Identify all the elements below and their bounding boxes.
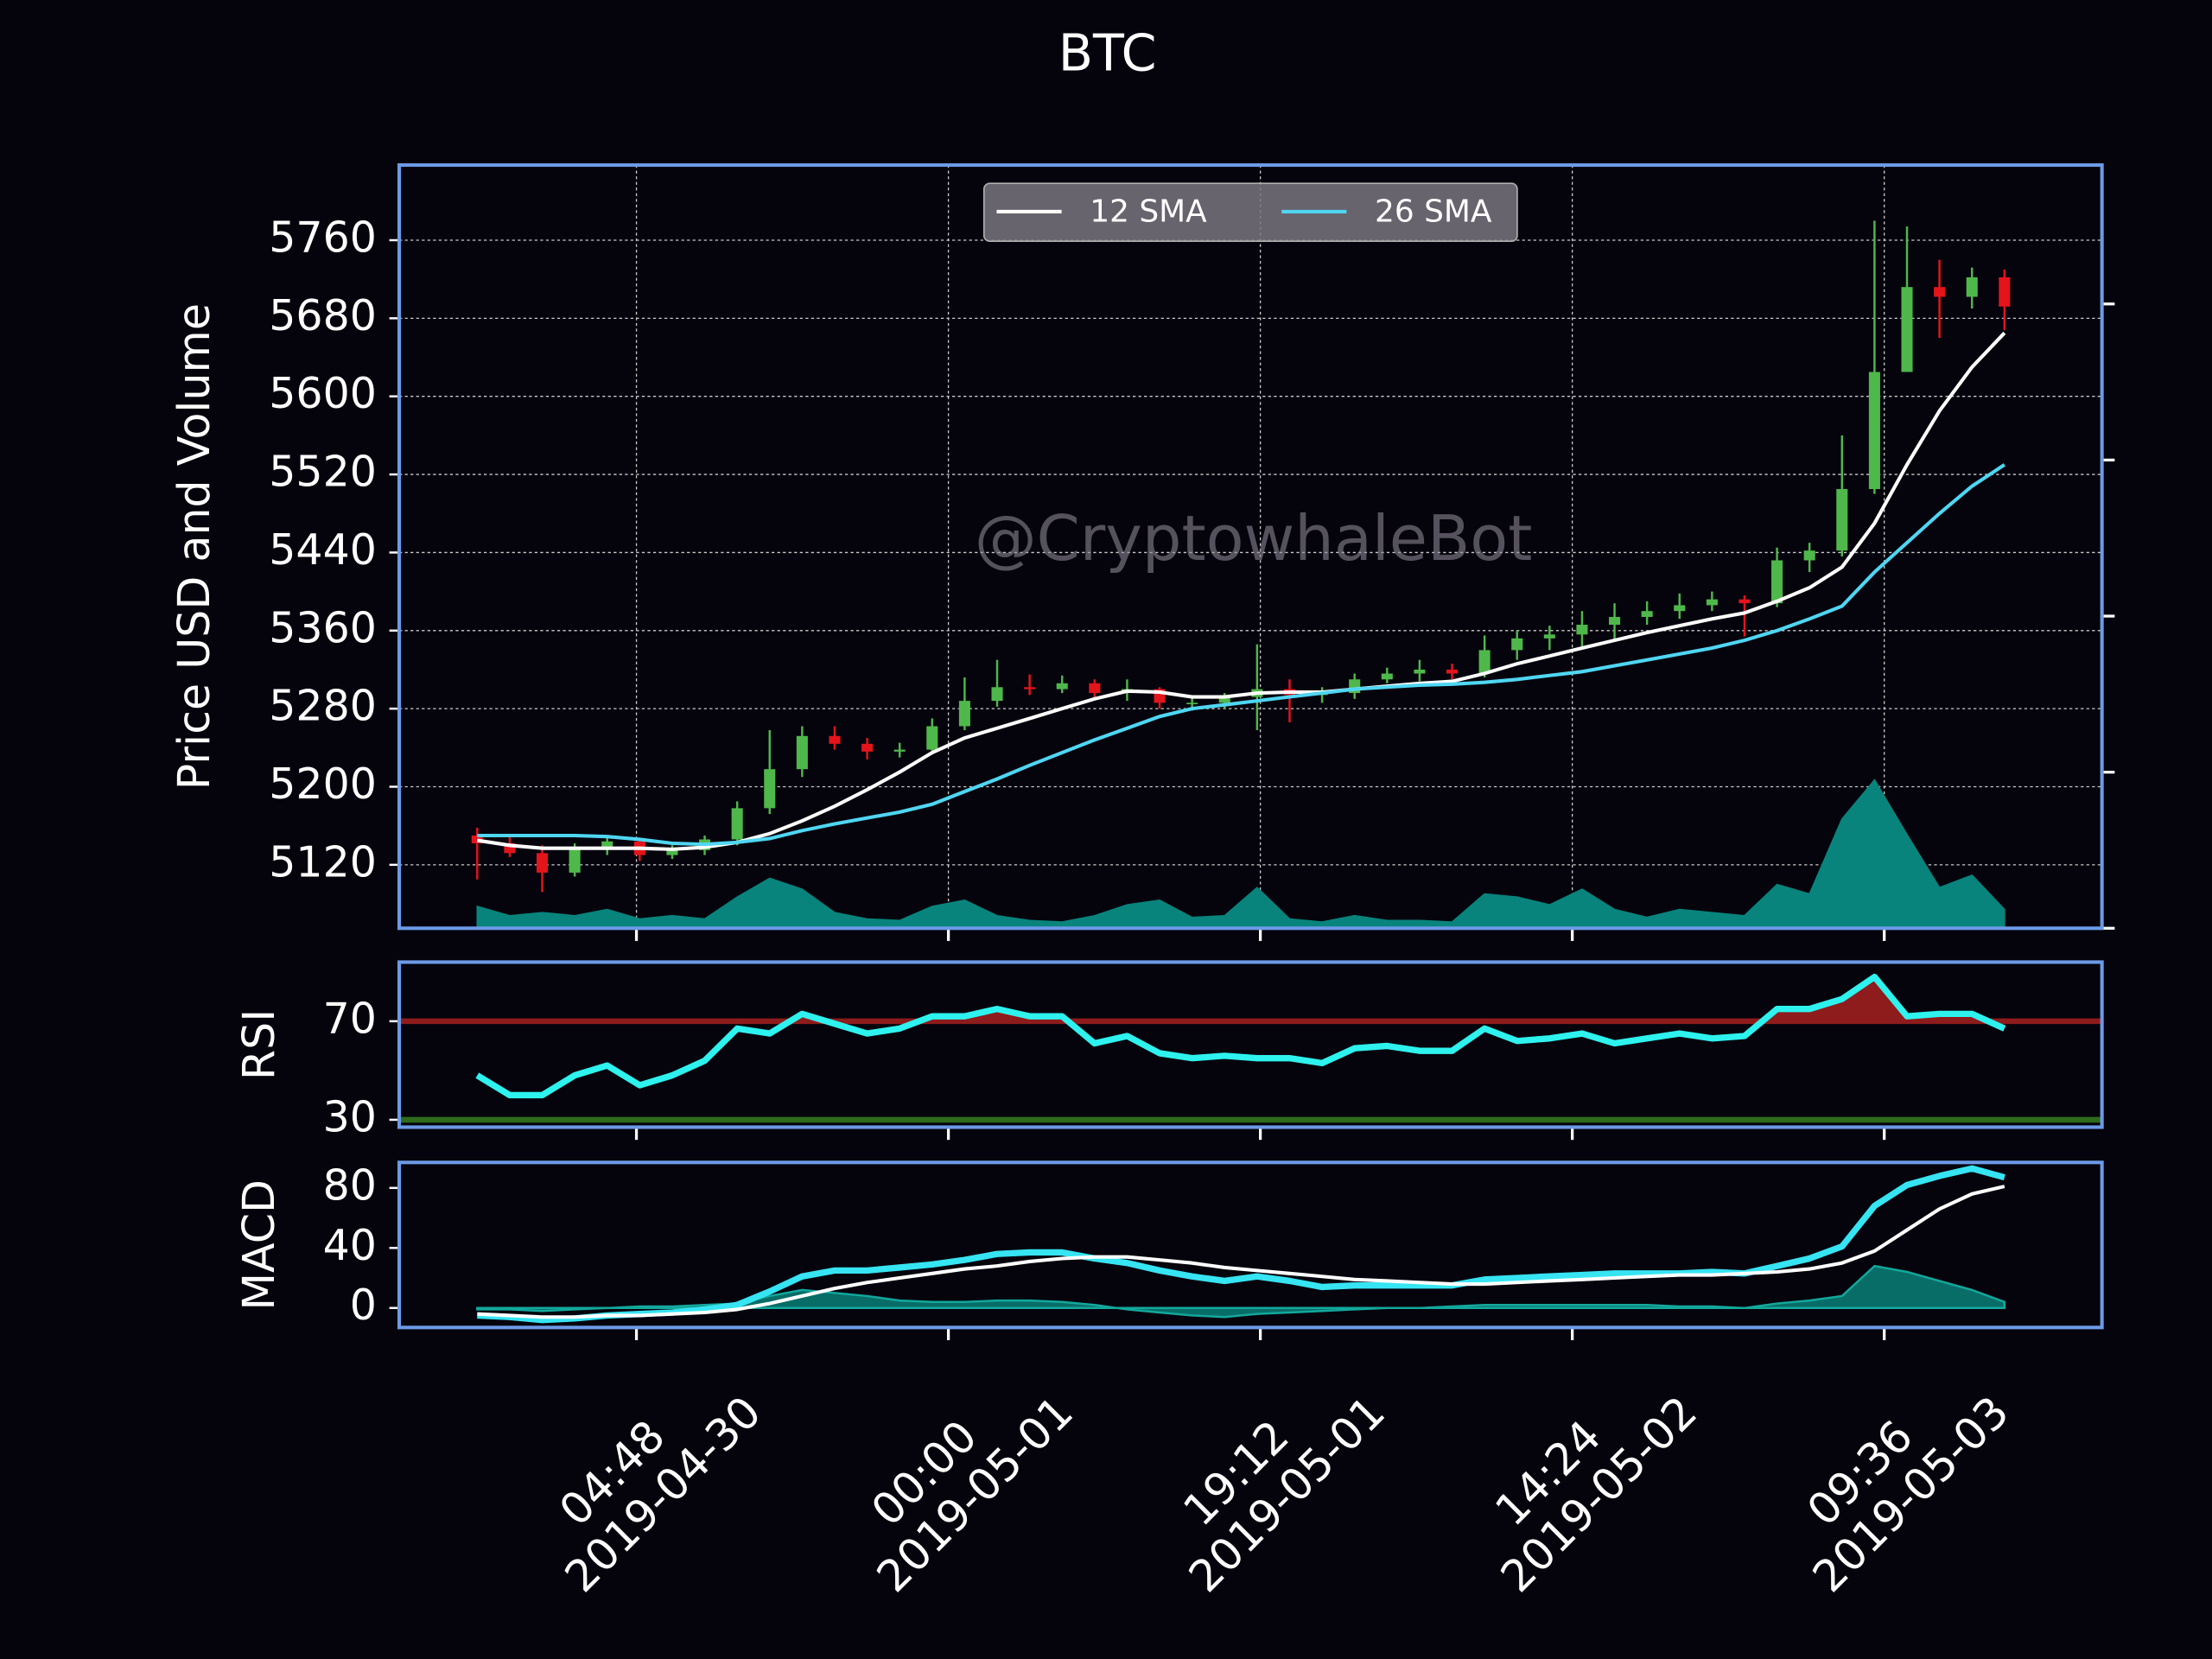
- y-axis-label: RSI: [233, 1009, 284, 1080]
- candle-body: [601, 841, 613, 849]
- legend-label: 12 SMA: [1090, 194, 1207, 230]
- candle-body: [1218, 696, 1230, 703]
- y-tick-label: 5120: [269, 837, 377, 887]
- legend-label: 26 SMA: [1375, 194, 1492, 230]
- volume-area: [476, 779, 2005, 930]
- candle-body: [1446, 669, 1459, 674]
- candle-body: [569, 849, 581, 873]
- axes-frame: [397, 162, 2104, 931]
- candle-body: [1089, 683, 1101, 694]
- candle-body: [1738, 599, 1751, 604]
- candle-body: [1543, 634, 1555, 639]
- y-tick-label: 5760: [269, 213, 377, 262]
- candle-body: [666, 849, 678, 855]
- candle-body: [926, 726, 938, 750]
- y-tick-label: 5200: [269, 760, 377, 809]
- candle-body: [1674, 605, 1686, 612]
- candle-body: [991, 687, 1003, 702]
- overbought-fill: [477, 976, 2005, 1021]
- candle-body: [1771, 560, 1783, 604]
- candle-body: [829, 735, 841, 744]
- candle-body: [731, 808, 743, 840]
- watermark: @CryptowhaleBot: [975, 502, 1533, 575]
- chart-title: BTC: [1058, 22, 1157, 82]
- indicator-line: [477, 1165, 2005, 1324]
- indicator-line: [477, 1185, 2005, 1319]
- y-tick-label: 0: [350, 1281, 377, 1330]
- y-axis-label: Price USD and Volume: [168, 303, 219, 790]
- axes-frame: [397, 960, 2104, 1129]
- sma-line: [477, 463, 2005, 847]
- y-tick-label: 40: [323, 1221, 377, 1270]
- candle-body: [1414, 669, 1426, 674]
- candle-body: [1836, 489, 1848, 551]
- candle-body: [1478, 650, 1491, 674]
- candle-body: [1609, 616, 1621, 626]
- indicator-line: [475, 973, 2006, 1099]
- candle-body: [1803, 550, 1815, 561]
- candle-body: [958, 701, 970, 727]
- candle-body: [1999, 276, 2011, 307]
- candle-body: [1901, 287, 1913, 372]
- candle-body: [1868, 372, 1880, 490]
- candle-body: [1706, 599, 1718, 606]
- candle-body: [1966, 276, 1978, 297]
- candle-body: [893, 749, 906, 752]
- y-tick-label: 80: [323, 1160, 377, 1210]
- y-tick-label: 5680: [269, 291, 377, 340]
- y-tick-label: 5360: [269, 603, 377, 652]
- candle-body: [1576, 625, 1588, 635]
- y-axis-label: MACD: [233, 1179, 284, 1311]
- candle-body: [471, 835, 483, 844]
- y-tick-label: 70: [323, 994, 377, 1043]
- y-tick-label: 5600: [269, 369, 377, 418]
- y-tick-label: 5280: [269, 682, 377, 731]
- candle-body: [1511, 638, 1523, 651]
- candle-body: [1186, 702, 1198, 705]
- y-tick-label: 5440: [269, 525, 377, 575]
- y-tick-label: 5520: [269, 448, 377, 497]
- candle-body: [796, 735, 808, 770]
- candle-body: [504, 843, 516, 854]
- candle-body: [536, 853, 549, 873]
- candle-body: [764, 769, 776, 809]
- candle-body: [1641, 611, 1653, 617]
- candle-body: [861, 743, 874, 752]
- candle-body: [1056, 683, 1068, 690]
- candle-body: [1934, 287, 1946, 297]
- y-tick-label: 30: [323, 1092, 377, 1141]
- legend-box: [982, 182, 1518, 242]
- axes-frame: [397, 1160, 2104, 1330]
- candle-body: [1381, 673, 1393, 680]
- candle-body: [1024, 687, 1036, 690]
